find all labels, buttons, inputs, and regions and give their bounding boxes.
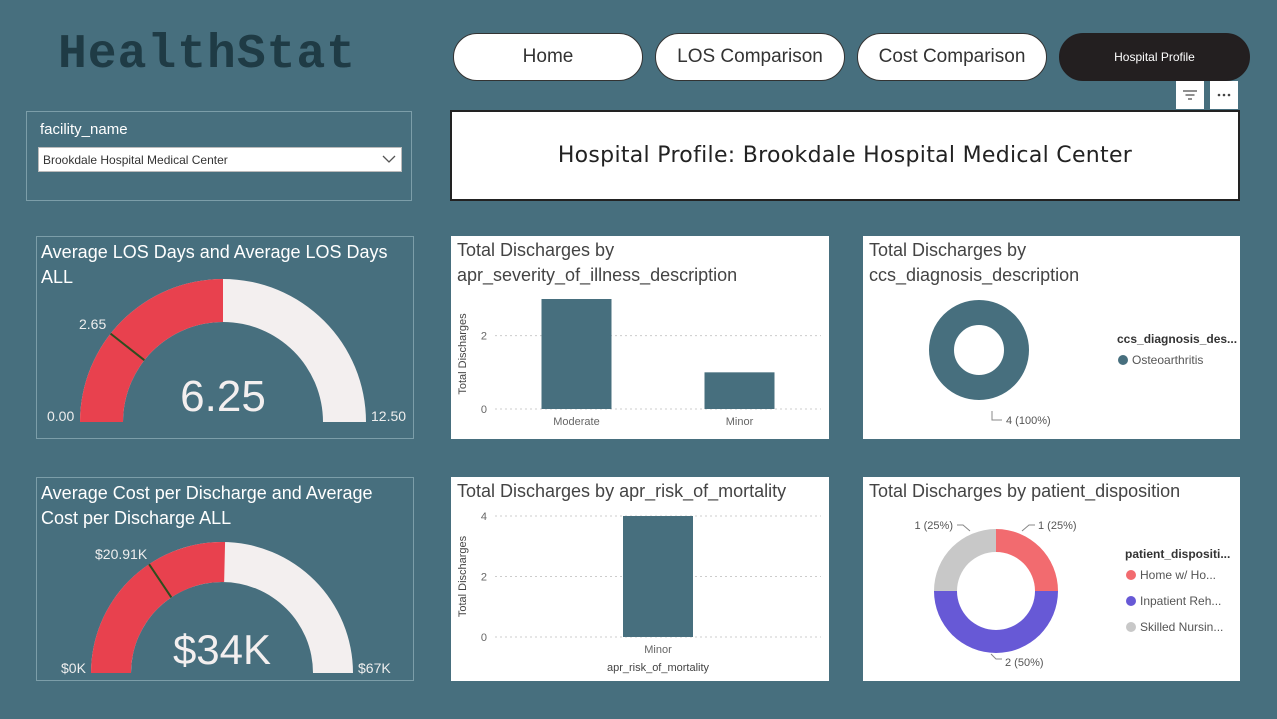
x-axis-label: apr_risk_of_mortality [607, 662, 710, 674]
x-tick-label: Minor [644, 644, 672, 656]
severity-chart-card: Total Discharges by apr_severity_of_illn… [451, 236, 829, 439]
dropdown-value: Brookdale Hospital Medical Center [43, 152, 228, 167]
gauge-target-marker [148, 563, 173, 598]
bar [623, 516, 693, 637]
chart-title: Total Discharges by apr_risk_of_mortalit… [457, 481, 787, 501]
gauge-max: $67K [358, 660, 391, 676]
bar [704, 372, 775, 409]
diagnosis-chart-card: Total Discharges by ccs_diagnosis_descri… [863, 236, 1240, 439]
gauge-target-label: 2.65 [79, 316, 106, 332]
legend-title: ccs_diagnosis_des... [1117, 332, 1237, 346]
leader-line [990, 653, 1002, 660]
donut-slice [996, 529, 1058, 591]
leader-line [957, 524, 971, 532]
donut-slice [934, 591, 1058, 653]
data-label: 4 (100%) [1006, 415, 1051, 427]
legend-label: Skilled Nursin... [1140, 620, 1223, 634]
nav-cost-comparison-button[interactable]: Cost Comparison [857, 33, 1047, 81]
los-gauge-card: Average LOS Days and Average LOS Days AL… [36, 236, 414, 439]
data-label: 2 (50%) [1005, 657, 1044, 669]
donut-slice [929, 300, 1029, 400]
severity-bar-chart: 0 2 Moderate Minor Total Discharges [457, 299, 821, 428]
chart-title: Total Discharges by ccs_diagnosis_descri… [869, 240, 1080, 285]
legend-swatch [1126, 570, 1136, 580]
y-tick-label: 0 [481, 404, 487, 416]
y-tick-label: 4 [481, 511, 487, 523]
x-tick-label: Minor [726, 416, 754, 428]
more-options-icon[interactable] [1210, 81, 1238, 109]
disposition-donut-chart: 1 (25%) 2 (50%) 1 (25%) patient_dispositi..… [914, 520, 1230, 669]
leader-line [1021, 524, 1035, 532]
y-axis-label: Total Discharges [457, 535, 469, 617]
legend-label: Inpatient Reh... [1140, 594, 1221, 608]
los-gauge: 6.25 0.00 12.50 2.65 [47, 279, 406, 424]
legend-label: Osteoarthritis [1132, 353, 1203, 367]
gauge-value: 6.25 [180, 372, 266, 421]
gauge-min: 0.00 [47, 408, 74, 424]
app-logo: HealthStat [58, 28, 357, 82]
y-axis-label: Total Discharges [457, 313, 469, 395]
legend-label: Home w/ Ho... [1140, 568, 1216, 582]
y-tick-label: 2 [481, 331, 487, 343]
y-tick-label: 0 [481, 632, 487, 644]
gauge-fill [80, 279, 223, 422]
facility-slicer: facility_name Brookdale Hospital Medical… [26, 111, 412, 201]
legend-swatch [1126, 596, 1136, 606]
nav-hospital-profile-button[interactable]: Hospital Profile [1059, 33, 1250, 81]
page-title: Hospital Profile: Brookdale Hospital Med… [450, 110, 1240, 201]
gauge-value: $34K [173, 626, 271, 673]
gauge-max: 12.50 [371, 408, 406, 424]
gauge-target-marker [109, 332, 145, 362]
y-tick-label: 2 [481, 572, 487, 584]
gauge-target-label: $20.91K [95, 546, 148, 562]
filter-icon[interactable] [1176, 81, 1204, 109]
chart-title: Total Discharges by apr_severity_of_illn… [457, 240, 738, 285]
legend-swatch [1118, 355, 1128, 365]
cost-gauge: $34K $0K $67K $20.91K [61, 542, 391, 676]
disposition-chart-card: Total Discharges by patient_disposition … [863, 477, 1240, 681]
nav-home-button[interactable]: Home [453, 33, 643, 81]
gauge-fill [91, 542, 226, 673]
mortality-bar-chart: 0 2 4 Minor Total Discharges apr_risk_of_mort… [457, 511, 821, 674]
bar [541, 299, 612, 409]
diagnosis-donut-chart: 4 (100%) ccs_diagnosis_des... Osteoarthrit… [929, 300, 1237, 427]
legend-swatch [1126, 622, 1136, 632]
gauge-min: $0K [61, 660, 87, 676]
facility-dropdown[interactable]: Brookdale Hospital Medical Center [38, 147, 402, 172]
data-label: 1 (25%) [914, 520, 953, 532]
slicer-label: facility_name [40, 121, 128, 138]
donut-slice [934, 529, 996, 591]
chart-title: Total Discharges by patient_disposition [869, 481, 1181, 501]
los-gauge-title: Average LOS Days and Average LOS Days AL… [41, 242, 388, 287]
nav-los-comparison-button[interactable]: LOS Comparison [655, 33, 845, 81]
cost-gauge-card: Average Cost per Discharge and Average C… [36, 477, 414, 681]
legend-title: patient_dispositi... [1125, 547, 1230, 561]
chevron-down-icon [382, 155, 396, 163]
leader-line [991, 411, 1002, 421]
cost-gauge-title: Average Cost per Discharge and Average C… [41, 483, 373, 528]
x-tick-label: Moderate [553, 416, 599, 428]
data-label: 1 (25%) [1038, 520, 1077, 532]
mortality-chart-card: Total Discharges by apr_risk_of_mortalit… [451, 477, 829, 681]
